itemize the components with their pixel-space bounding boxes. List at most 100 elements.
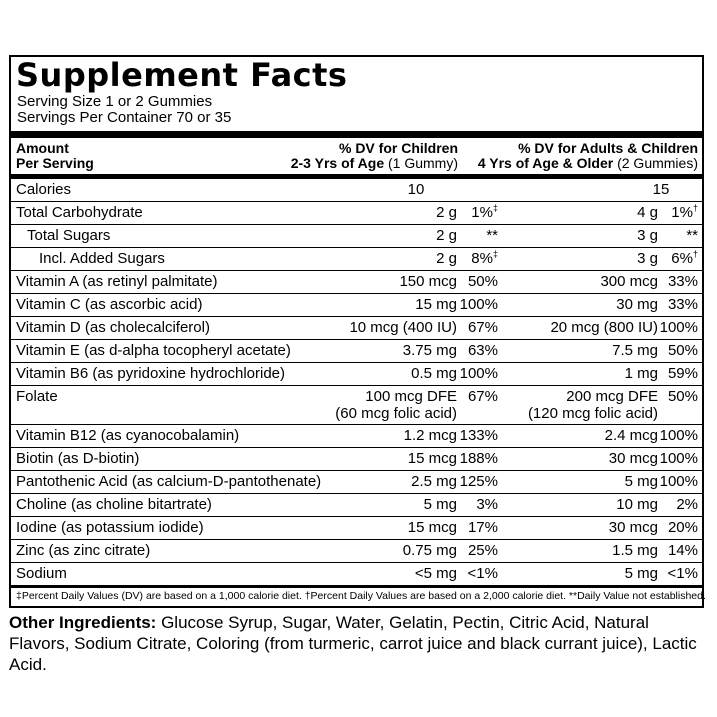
footnote: ‡Percent Daily Values (DV) are based on … xyxy=(16,590,706,602)
dv-adults: 100% xyxy=(659,319,698,336)
nutrient-row: Vitamin A (as retinyl palmitate) 150 mcg 5… xyxy=(11,271,702,294)
col2-dose: (2 Gummies) xyxy=(617,155,698,171)
amount-adults: 30 mcg xyxy=(608,519,658,536)
col1-age: 2-3 Yrs of Age xyxy=(290,155,385,171)
amount-children: 0.5 mg xyxy=(411,365,457,382)
dv-children: <1% xyxy=(467,565,498,582)
nutrient-name: Vitamin E (as d-alpha tocopheryl acetate… xyxy=(16,342,291,359)
amount-children: 100 mcg DFE (60 mcg folic acid) xyxy=(335,388,457,422)
serving-size: Serving Size 1 or 2 Gummies xyxy=(17,93,213,110)
dv-children: 67% xyxy=(467,388,498,405)
nutrient-name: Vitamin A (as retinyl palmitate) xyxy=(16,273,218,290)
dv-children: 67% xyxy=(467,319,498,336)
amount-adults-detail: (120 mcg folic acid) xyxy=(527,405,658,422)
nutrient-name: Vitamin B12 (as cyanocobalamin) xyxy=(16,427,240,444)
panel-title: Supplement Facts xyxy=(16,56,348,94)
amount-children: 15 mcg xyxy=(407,450,457,467)
col1-header-line1: % DV for Children xyxy=(338,140,458,156)
dv-children: 3% xyxy=(476,496,498,513)
nutrient-name: Folate xyxy=(16,388,58,405)
nutrient-row: Incl. Added Sugars 2 g 8%‡ 3 g 6%† xyxy=(11,248,702,271)
other-ingredients-label: Other Ingredients: xyxy=(9,613,157,632)
servings-per-container: Servings Per Container 70 or 35 xyxy=(17,109,232,126)
other-ingredients: Other Ingredients: Glucose Syrup, Sugar,… xyxy=(9,612,709,675)
dv-children: 1%‡ xyxy=(471,203,498,222)
dv-children: 125% xyxy=(459,473,498,490)
dv-adults: 33% xyxy=(667,273,698,290)
dv-adults: ** xyxy=(686,227,698,244)
dv-adults: 50% xyxy=(667,342,698,359)
nutrient-name: Choline (as choline bitartrate) xyxy=(16,496,212,513)
other-ingredients-text: Glucose Syrup, Sugar, Water, Gelatin, Pe… xyxy=(9,613,697,674)
amount-adults: 300 mcg xyxy=(600,273,658,290)
dv-adults: <1% xyxy=(667,565,698,582)
nutrient-row: Vitamin B12 (as cyanocobalamin) 1.2 mcg 13… xyxy=(11,425,702,448)
nutrient-name: Calories xyxy=(16,181,72,198)
amount-adults: 30 mcg xyxy=(608,450,658,467)
dv-adults: 6%† xyxy=(671,249,698,268)
nutrient-name: Vitamin C (as ascorbic acid) xyxy=(16,296,203,313)
amount-adults: 7.5 mg xyxy=(612,342,658,359)
nutrient-row: Sodium <5 mg <1% 5 mg <1% xyxy=(11,563,702,585)
nutrient-row: Vitamin B6 (as pyridoxine hydrochloride)… xyxy=(11,363,702,386)
amount-children: 0.75 mg xyxy=(402,542,457,559)
dv-adults: 14% xyxy=(667,542,698,559)
dv-children: 100% xyxy=(459,365,498,382)
nutrient-name: Vitamin D (as cholecalciferol) xyxy=(16,319,210,336)
dv-children: 17% xyxy=(467,519,498,536)
amount-adults: 3 g xyxy=(637,227,658,244)
dv-children: 8%‡ xyxy=(471,249,498,268)
nutrient-name: Biotin (as D-biotin) xyxy=(16,450,140,467)
dv-adults: 1%† xyxy=(671,203,698,222)
nutrient-name: Incl. Added Sugars xyxy=(39,250,165,267)
amount-adults: 5 mg xyxy=(624,473,658,490)
dv-adults: 50% xyxy=(667,388,698,405)
dv-children: 63% xyxy=(467,342,498,359)
amount-children-detail: (60 mcg folic acid) xyxy=(335,405,457,422)
amount-children: 10 xyxy=(407,181,425,198)
dv-adults: 2% xyxy=(676,496,698,513)
dv-children: 100% xyxy=(459,296,498,313)
nutrient-row: Choline (as choline bitartrate) 5 mg 3% 10 … xyxy=(11,494,702,517)
nutrient-row: Total Sugars 2 g ** 3 g ** xyxy=(11,225,702,248)
nutrient-row: Folate 100 mcg DFE (60 mcg folic acid) 67% 2… xyxy=(11,386,702,425)
supplement-facts-panel: Supplement Facts Serving Size 1 or 2 Gum… xyxy=(9,55,706,608)
nutrient-row: Biotin (as D-biotin) 15 mcg 188% 30 mcg 100% xyxy=(11,448,702,471)
nutrient-name: Pantothenic Acid (as calcium-D-pantothen… xyxy=(16,473,322,490)
dv-adults: 59% xyxy=(667,365,698,382)
amount-adults: 2.4 mcg xyxy=(604,427,658,444)
amount-adults: 10 mg xyxy=(616,496,658,513)
amount-adults: 200 mcg DFE (120 mcg folic acid) xyxy=(527,388,658,422)
amount-adults: 5 mg xyxy=(624,565,658,582)
dv-children: ** xyxy=(486,227,498,244)
amount-children: 2 g xyxy=(436,227,457,244)
dv-children: 25% xyxy=(467,542,498,559)
nutrient-row: Zinc (as zinc citrate) 0.75 mg 25% 1.5 mg 14… xyxy=(11,540,702,563)
col2-header-line2: 4 Yrs of Age & Older (2 Gummies) xyxy=(478,156,698,171)
amount-children: 2 g xyxy=(436,204,457,221)
nutrient-name: Total Carbohydrate xyxy=(16,204,143,221)
dv-adults: 33% xyxy=(667,296,698,313)
amount-children: <5 mg xyxy=(414,565,457,582)
amount-children: 2 g xyxy=(436,250,457,267)
amount-adults: 1 mg xyxy=(624,365,658,382)
amount-children: 1.2 mcg xyxy=(403,427,457,444)
dv-adults: 100% xyxy=(659,427,698,444)
col1-header-line2: 2-3 Yrs of Age (1 Gummy) xyxy=(291,156,458,171)
amount-adults: 15 xyxy=(652,181,670,198)
amount-adults: 4 g xyxy=(637,204,658,221)
amount-children: 5 mg xyxy=(423,496,457,513)
dv-children: 50% xyxy=(467,273,498,290)
nutrient-name: Iodine (as potassium iodide) xyxy=(16,519,204,536)
amount-adults: 20 mcg (800 IU) xyxy=(550,319,658,336)
nutrient-row: Vitamin E (as d-alpha tocopheryl acetate… xyxy=(11,340,702,363)
thick-rule-header xyxy=(11,174,702,179)
nutrient-name: Zinc (as zinc citrate) xyxy=(16,542,151,559)
per-serving-header: Per Serving xyxy=(16,155,94,171)
amount-children: 150 mcg xyxy=(399,273,457,290)
amount-adults: 3 g xyxy=(637,250,658,267)
nutrient-row: Pantothenic Acid (as calcium-D-pantothen… xyxy=(11,471,702,494)
nutrient-row: Total Carbohydrate 2 g 1%‡ 4 g 1%† xyxy=(11,202,702,225)
amount-header: Amount xyxy=(16,140,69,156)
amount-children: 2.5 mg xyxy=(411,473,457,490)
